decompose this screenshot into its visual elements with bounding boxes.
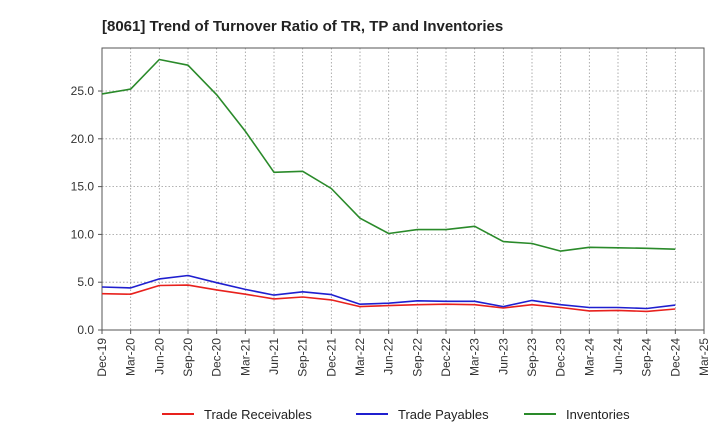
x-tick-label: Dec-20 xyxy=(210,338,224,377)
grid-lines xyxy=(102,48,704,330)
y-tick-label: 0.0 xyxy=(77,323,94,337)
x-tick-label: Jun-20 xyxy=(152,338,166,375)
x-tick-label: Sep-21 xyxy=(296,338,310,377)
x-tick-label: Jun-24 xyxy=(611,338,625,375)
x-tick-label: Mar-20 xyxy=(124,338,138,376)
y-tick-label: 20.0 xyxy=(71,132,95,146)
x-tick-label: Jun-22 xyxy=(382,338,396,375)
x-tick-label: Mar-24 xyxy=(582,338,596,376)
x-tick-label: Jun-21 xyxy=(267,338,281,375)
chart-title: [8061] Trend of Turnover Ratio of TR, TP… xyxy=(102,18,503,35)
x-tick-label: Dec-19 xyxy=(95,338,109,377)
x-tick-label: Dec-21 xyxy=(324,338,338,377)
y-axis: 0.0 5.0 10.0 15.0 20.0 25.0 xyxy=(71,84,102,337)
x-tick-label: Sep-23 xyxy=(525,338,539,377)
legend-label-inventories: Inventories xyxy=(566,407,630,422)
x-axis: Dec-19 Mar-20 Jun-20 Sep-20 Dec-20 Mar-21 Jun-… xyxy=(95,330,711,377)
x-tick-label: Sep-22 xyxy=(410,338,424,377)
series-line-trade-payables xyxy=(101,274,676,310)
legend: Trade Receivables Trade Payables Inventori… xyxy=(162,407,630,422)
x-tick-label: Sep-20 xyxy=(181,338,195,377)
x-tick-label: Jun-23 xyxy=(496,338,510,375)
x-tick-label: Dec-22 xyxy=(439,338,453,377)
series-lines xyxy=(101,58,676,313)
x-tick-label: Mar-25 xyxy=(697,338,711,376)
plot-area xyxy=(101,47,705,331)
x-tick-label: Sep-24 xyxy=(640,338,654,377)
y-tick-label: 15.0 xyxy=(71,180,95,194)
y-tick-label: 10.0 xyxy=(71,227,95,241)
legend-label-trade-receivables: Trade Receivables xyxy=(204,407,312,422)
x-tick-label: Mar-21 xyxy=(238,338,252,376)
y-tick-label: 5.0 xyxy=(77,275,94,289)
y-tick-label: 25.0 xyxy=(71,84,95,98)
series-line-inventories xyxy=(101,58,676,252)
x-tick-label: Mar-23 xyxy=(468,338,482,376)
series-line-trade-receivables xyxy=(101,284,676,313)
x-tick-label: Dec-23 xyxy=(554,338,568,377)
legend-label-trade-payables: Trade Payables xyxy=(398,407,489,422)
x-tick-label: Mar-22 xyxy=(353,338,367,376)
x-tick-label: Dec-24 xyxy=(668,338,682,377)
